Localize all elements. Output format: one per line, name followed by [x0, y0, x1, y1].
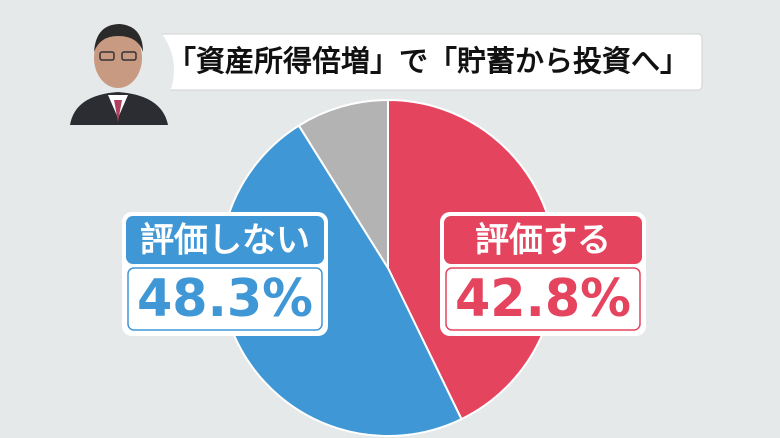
pie-slice — [219, 124, 463, 437]
label-head — [126, 216, 324, 264]
chart-title: 「資産所得倍増」で「貯蓄から投資へ」 — [167, 44, 689, 78]
value-label: 48.3% — [137, 269, 313, 329]
portrait — [62, 12, 174, 128]
label-body — [445, 267, 641, 331]
category-label: 評価する — [475, 221, 611, 261]
labels: 評価する 42.8% 評価しない 48.3% — [122, 212, 646, 336]
label-body — [127, 267, 323, 331]
label-head — [444, 216, 642, 264]
pie-slice — [297, 98, 389, 272]
value-label: 42.8% — [455, 269, 631, 329]
category-label: 評価しない — [140, 221, 310, 261]
